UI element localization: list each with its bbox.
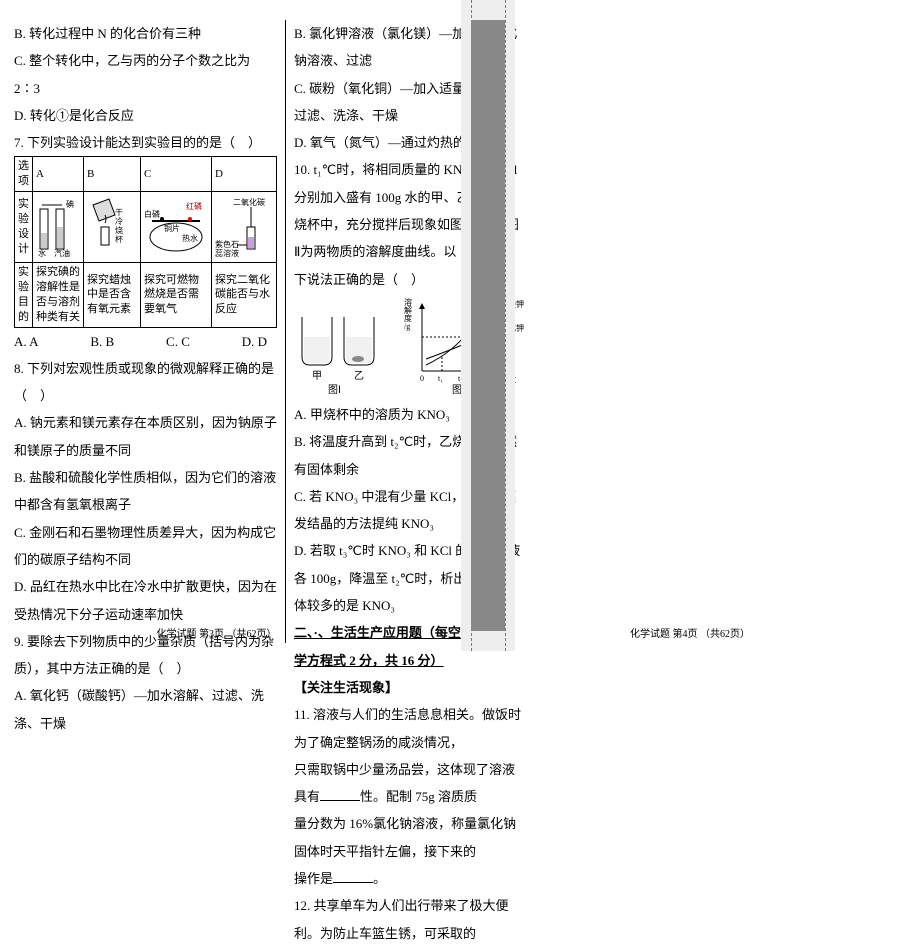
- svg-text:水: 水: [38, 248, 46, 257]
- figure-beakers: 甲 乙 图Ⅰ: [294, 297, 384, 397]
- binding-strip: 此 卷 只 装 订 不: [461, 0, 515, 651]
- binding-gray: [471, 20, 505, 631]
- purpose-b: 探究蜡烛中是否含有氧元素: [84, 263, 141, 327]
- th-sheji: 实验设计: [15, 192, 33, 263]
- diagram-d: 二氧化碳 紫色石蕊溶液: [212, 192, 277, 263]
- footer-right: 化学试题 第4页 （共62页）: [630, 624, 750, 645]
- svg-text:热水: 热水: [182, 233, 198, 243]
- q8c: C. 金刚石和石墨物理性质差异大，因为构成它们的碳原子结构不同: [14, 519, 277, 574]
- page-right-hidden: [433, 0, 461, 651]
- subsection: 【关注生活现象】: [294, 674, 524, 701]
- q7-b: B. B: [90, 328, 114, 355]
- diagram-c-svg: 白磷 红磷 铜片 热水: [144, 197, 208, 257]
- svg-text:紫色石蕊溶液: 紫色石蕊溶液: [215, 239, 239, 257]
- opt-b: B. 转化过程中 N 的化合价有三种: [14, 20, 277, 47]
- diagram-d-svg: 二氧化碳 紫色石蕊溶液: [215, 197, 273, 257]
- bt-6: 订: [511, 430, 515, 441]
- svg-text:红磷: 红磷: [186, 201, 202, 211]
- bt-4: 只: [511, 270, 515, 281]
- q11-line2: 只需取锅中少量汤品尝，这体现了溶液具有性。配制 75g 溶质质: [294, 756, 524, 811]
- svg-text:干冷烧杯: 干冷烧杯: [115, 208, 123, 244]
- q11e: 操作是: [294, 871, 333, 886]
- binding-line-2: [505, 0, 506, 651]
- bt-3: 卷: [511, 190, 515, 201]
- q11c: 性。配制 75g 溶质质: [360, 789, 477, 804]
- bt-2: 此: [511, 110, 515, 121]
- q11a: 11. 溶液与人们的生活息息相关。做饭时为了确定整锅汤的咸淡情况，: [294, 701, 524, 756]
- q8: 8. 下列对宏观性质或现象的微观解释正确的是（ ）: [14, 355, 277, 410]
- purpose-d: 探究二氧化碳能否与水反应: [212, 263, 277, 327]
- svg-text:汽油: 汽油: [54, 248, 70, 257]
- q9a: A. 氧化钙（碳酸钙）—加水溶解、过滤、洗涤、干燥: [14, 682, 277, 737]
- diagram-b: 干冷烧杯: [84, 192, 141, 263]
- q8d: D. 品红在热水中比在冷水中扩散更快，因为在受热情况下分子运动速率加快: [14, 573, 277, 628]
- q11f: 。: [373, 871, 386, 886]
- bt-5: 装: [511, 350, 515, 361]
- svg-text:图Ⅰ: 图Ⅰ: [328, 384, 341, 396]
- q7: 7. 下列实验设计能达到实验目的的是（ ）: [14, 129, 277, 156]
- svg-text:甲: 甲: [312, 371, 322, 382]
- q11-line4: 操作是 。: [294, 865, 524, 892]
- opt-c: C. 整个转化中，乙与丙的分子个数之比为 2∶3: [14, 47, 277, 102]
- footer-left: 化学试题 第3页 （共62页）: [0, 624, 433, 645]
- svg-text:碘: 碘: [66, 199, 74, 209]
- column-separator: [285, 20, 286, 643]
- th-a: A: [33, 157, 84, 192]
- svg-text:0: 0: [420, 374, 424, 383]
- svg-text:白磷: 白磷: [144, 209, 160, 219]
- th-b: B: [84, 157, 141, 192]
- diagram-a-svg: 碘 水 汽油: [36, 197, 80, 257]
- opt-d: D. 转化①是化合反应: [14, 102, 277, 129]
- q7-d: D. D: [242, 328, 267, 355]
- q8a: A. 钠元素和镁元素存在本质区别，因为钠原子和镁原子的质量不同: [14, 409, 277, 464]
- th-d: D: [212, 157, 277, 192]
- q7-options: A. A B. B C. C D. D: [14, 328, 277, 355]
- th-mudi: 实验目的: [15, 263, 33, 327]
- q8b: B. 盐酸和硫酸化学性质相似，因为它们的溶液中都含有氢氧根离子: [14, 464, 277, 519]
- diagram-b-svg: 干冷烧杯: [87, 197, 137, 257]
- svg-text:二氧化碳: 二氧化碳: [233, 197, 265, 207]
- columns: B. 转化过程中 N 的化合价有三种 C. 整个转化中，乙与丙的分子个数之比为 …: [14, 20, 419, 643]
- blank-2: [333, 870, 373, 883]
- purpose-c: 探究可燃物燃烧是否需要氧气: [141, 263, 212, 327]
- diagram-a: 碘 水 汽油: [33, 192, 84, 263]
- svg-text:溶解度/g: 溶解度/g: [404, 297, 412, 331]
- purpose-a: 探究碘的溶解性是否与溶剂种类有关: [33, 263, 84, 327]
- q11d: 量分数为 16%氯化钠溶液，称量氯化钠固体时天平指针左偏，接下来的: [294, 810, 524, 865]
- bt-7: 不: [511, 510, 515, 521]
- blank-1: [320, 788, 360, 801]
- experiment-table: 选项 A B C D 实验设计 碘: [14, 156, 277, 327]
- th-xuan: 选项: [15, 157, 33, 192]
- page-left: B. 转化过程中 N 的化合价有三种 C. 整个转化中，乙与丙的分子个数之比为 …: [0, 0, 433, 651]
- svg-text:铜片: 铜片: [164, 223, 180, 233]
- left-col: B. 转化过程中 N 的化合价有三种 C. 整个转化中，乙与丙的分子个数之比为 …: [14, 20, 277, 643]
- th-c: C: [141, 157, 212, 192]
- q7-c: C. C: [166, 328, 190, 355]
- diagram-c: 白磷 红磷 铜片 热水: [141, 192, 212, 263]
- q12: 12. 共享单车为人们出行带来了极大便利。为防止车篮生锈，可采取的: [294, 892, 524, 947]
- svg-text:乙: 乙: [354, 370, 364, 382]
- q7-a: A. A: [14, 328, 39, 355]
